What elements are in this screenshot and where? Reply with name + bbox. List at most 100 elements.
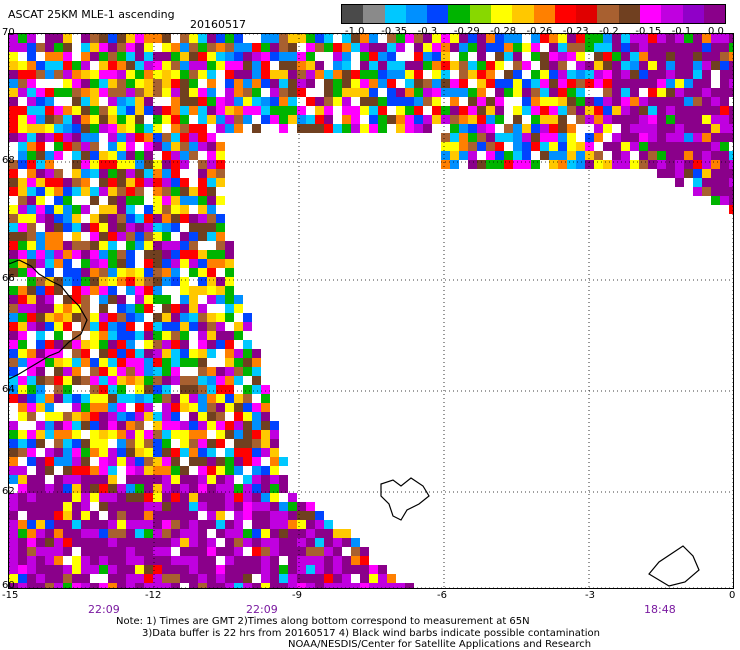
swath-cell <box>225 313 234 322</box>
swath-cell <box>162 250 171 259</box>
swath-cell <box>36 259 45 268</box>
swath-cell <box>153 277 162 286</box>
swath-cell <box>225 70 234 79</box>
swath-cell <box>36 61 45 70</box>
swath-cell <box>567 133 576 142</box>
swath-cell <box>225 52 234 61</box>
swath-cell <box>72 223 81 232</box>
swath-cell <box>63 340 72 349</box>
swath-cell <box>18 196 27 205</box>
swath-cell <box>288 556 297 565</box>
swath-cell <box>144 70 153 79</box>
swath-cell <box>477 142 486 151</box>
swath-cell <box>360 106 369 115</box>
swath-cell <box>405 34 414 43</box>
swath-cell <box>207 448 216 457</box>
swath-cell <box>189 439 198 448</box>
swath-cell <box>9 169 18 178</box>
swath-cell <box>117 565 126 574</box>
swath-cell <box>9 133 18 142</box>
swath-cell <box>684 169 693 178</box>
swath-cell <box>9 376 18 385</box>
swath-cell <box>495 52 504 61</box>
swath-cell <box>666 133 675 142</box>
swath-cell <box>171 394 180 403</box>
swath-cell <box>153 565 162 574</box>
swath-cell <box>621 142 630 151</box>
legend-label: -0.15 <box>635 26 662 37</box>
swath-cell <box>468 160 477 169</box>
swath-cell <box>252 529 261 538</box>
swath-cell <box>81 547 90 556</box>
swath-cell <box>513 43 522 52</box>
swath-cell <box>225 385 234 394</box>
swath-cell <box>135 376 144 385</box>
swath-cell <box>90 142 99 151</box>
swath-cell <box>252 457 261 466</box>
swath-cell <box>252 538 261 547</box>
swath-cell <box>432 88 441 97</box>
swath-cell <box>639 160 648 169</box>
swath-cell <box>18 142 27 151</box>
swath-cell <box>135 295 144 304</box>
swath-cell <box>162 178 171 187</box>
swath-cell <box>90 196 99 205</box>
swath-cell <box>189 223 198 232</box>
swath-cell <box>693 70 702 79</box>
swath-cell <box>711 187 720 196</box>
swath-cell <box>126 178 135 187</box>
swath-cell <box>315 124 324 133</box>
swath-cell <box>450 34 459 43</box>
swath-cell <box>423 34 432 43</box>
swath-cell <box>18 160 27 169</box>
swath-cell <box>450 88 459 97</box>
swath-cell <box>108 79 117 88</box>
swath-cell <box>54 205 63 214</box>
swath-cell <box>243 583 252 588</box>
swath-cell <box>567 106 576 115</box>
swath-cell <box>549 133 558 142</box>
swath-cell <box>297 106 306 115</box>
swath-cell <box>612 79 621 88</box>
swath-cell <box>45 574 54 583</box>
swath-cell <box>81 268 90 277</box>
swath-cell <box>603 160 612 169</box>
swath-cell <box>360 547 369 556</box>
swath-cell <box>288 70 297 79</box>
swath-cell <box>216 313 225 322</box>
swath-cell <box>63 547 72 556</box>
swath-cell <box>162 529 171 538</box>
swath-cell <box>207 574 216 583</box>
swath-cell <box>306 115 315 124</box>
swath-cell <box>315 547 324 556</box>
swath-cell <box>153 547 162 556</box>
swath-cell <box>171 448 180 457</box>
swath-cell <box>423 52 432 61</box>
swath-cell <box>18 106 27 115</box>
swath-cell <box>162 133 171 142</box>
swath-cell <box>279 583 288 588</box>
swath-cell <box>117 331 126 340</box>
swath-cell <box>90 268 99 277</box>
swath-cell <box>405 106 414 115</box>
swath-cell <box>405 124 414 133</box>
swath-cell <box>729 115 733 124</box>
swath-cell <box>126 106 135 115</box>
swath-cell <box>702 115 711 124</box>
swath-cell <box>243 52 252 61</box>
swath-cell <box>198 493 207 502</box>
swath-cell <box>171 520 180 529</box>
swath-cell <box>576 61 585 70</box>
swath-cell <box>315 520 324 529</box>
swath-cell <box>252 61 261 70</box>
swath-cell <box>423 124 432 133</box>
swath-cell <box>180 565 189 574</box>
swath-cell <box>117 529 126 538</box>
swath-cell <box>135 313 144 322</box>
swath-cell <box>117 349 126 358</box>
swath-cell <box>252 511 261 520</box>
swath-cell <box>72 178 81 187</box>
swath-cell <box>9 583 18 588</box>
swath-cell <box>18 313 27 322</box>
swath-cell <box>54 88 63 97</box>
